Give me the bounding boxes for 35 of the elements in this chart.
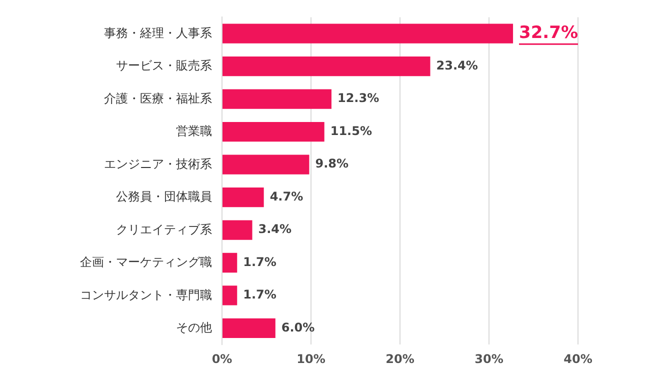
y-tick-label: エンジニア・技術系 bbox=[104, 156, 212, 171]
bar bbox=[222, 220, 252, 240]
y-tick-label: その他 bbox=[176, 320, 212, 335]
data-label: 1.7% bbox=[243, 254, 276, 269]
y-tick-label: 営業職 bbox=[176, 124, 212, 138]
y-tick-label: 公務員・団体職員 bbox=[116, 190, 212, 204]
data-label: 6.0% bbox=[281, 320, 315, 334]
bar bbox=[222, 252, 238, 273]
x-tick-label: 0% bbox=[212, 352, 232, 366]
y-tick-label: サービス・販売系 bbox=[116, 58, 212, 73]
y-tick-label: コンサルタント・専門職 bbox=[80, 288, 212, 302]
data-label: 3.4% bbox=[258, 222, 292, 236]
bar bbox=[222, 286, 238, 306]
data-label: 1.7% bbox=[243, 288, 276, 302]
data-label: 32.7% bbox=[519, 22, 578, 43]
data-label: 23.4% bbox=[436, 58, 478, 72]
bar bbox=[222, 318, 276, 338]
x-tick-label: 30% bbox=[474, 352, 504, 366]
bar bbox=[222, 122, 324, 142]
data-label: 4.7% bbox=[270, 189, 304, 204]
bar bbox=[222, 89, 332, 109]
bar bbox=[222, 56, 430, 76]
bar bbox=[222, 154, 310, 174]
x-tick-label: 10% bbox=[296, 352, 326, 366]
y-tick-label: 事務・経理・人事系 bbox=[104, 26, 212, 40]
data-label: 9.8% bbox=[315, 156, 348, 171]
bar bbox=[222, 187, 264, 208]
x-tick-label: 20% bbox=[386, 352, 414, 366]
x-tick-label: 40% bbox=[564, 352, 592, 366]
y-tick-label: 企画・マーケティング職 bbox=[80, 255, 212, 270]
data-label: 12.3% bbox=[337, 91, 380, 106]
y-tick-label: 介護・医療・福祉系 bbox=[104, 91, 212, 106]
data-label: 11.5% bbox=[330, 124, 372, 138]
bar bbox=[222, 24, 514, 44]
y-tick-label: クリエイティブ系 bbox=[116, 222, 212, 236]
